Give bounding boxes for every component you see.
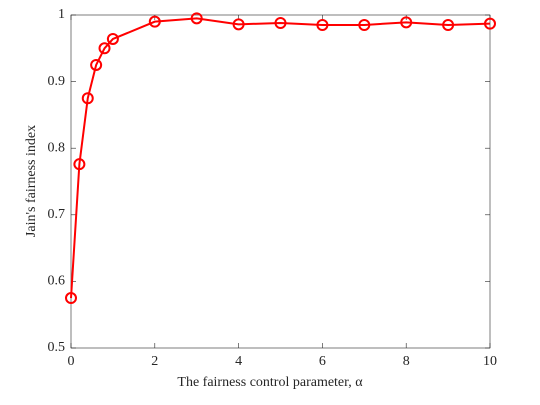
data-marker xyxy=(190,12,203,25)
data-marker xyxy=(274,16,287,29)
data-marker xyxy=(98,42,111,55)
y-tick-label: 0.7 xyxy=(48,207,66,222)
data-marker xyxy=(65,292,77,305)
x-tick-label: 4 xyxy=(235,354,242,369)
y-tick-label: 0.6 xyxy=(48,274,66,289)
data-marker xyxy=(81,92,94,105)
y-tick-label: 1 xyxy=(58,7,65,22)
data-marker xyxy=(484,17,496,30)
x-tick-label: 2 xyxy=(151,354,158,369)
data-marker xyxy=(148,15,161,28)
x-tick-label: 0 xyxy=(68,354,75,369)
data-marker xyxy=(90,58,103,71)
data-marker xyxy=(106,32,119,45)
data-marker xyxy=(400,16,413,29)
x-axis-label: The fairness control parameter, α xyxy=(177,375,363,390)
y-tick-label: 0.8 xyxy=(48,140,66,155)
x-tick-label: 10 xyxy=(483,354,497,369)
x-tick-label: 8 xyxy=(403,354,410,369)
x-tick-label: 6 xyxy=(319,354,326,369)
y-tick-label: 0.9 xyxy=(48,74,66,89)
data-line xyxy=(70,17,491,299)
data-marker xyxy=(73,158,86,171)
y-tick-label: 0.5 xyxy=(48,340,66,355)
y-axis-label: Jain's fairness index xyxy=(24,125,39,237)
data-marker xyxy=(358,18,371,31)
data-marker xyxy=(232,18,245,31)
plot-area xyxy=(70,14,491,349)
data-marker xyxy=(442,18,455,31)
data-marker xyxy=(316,18,329,31)
